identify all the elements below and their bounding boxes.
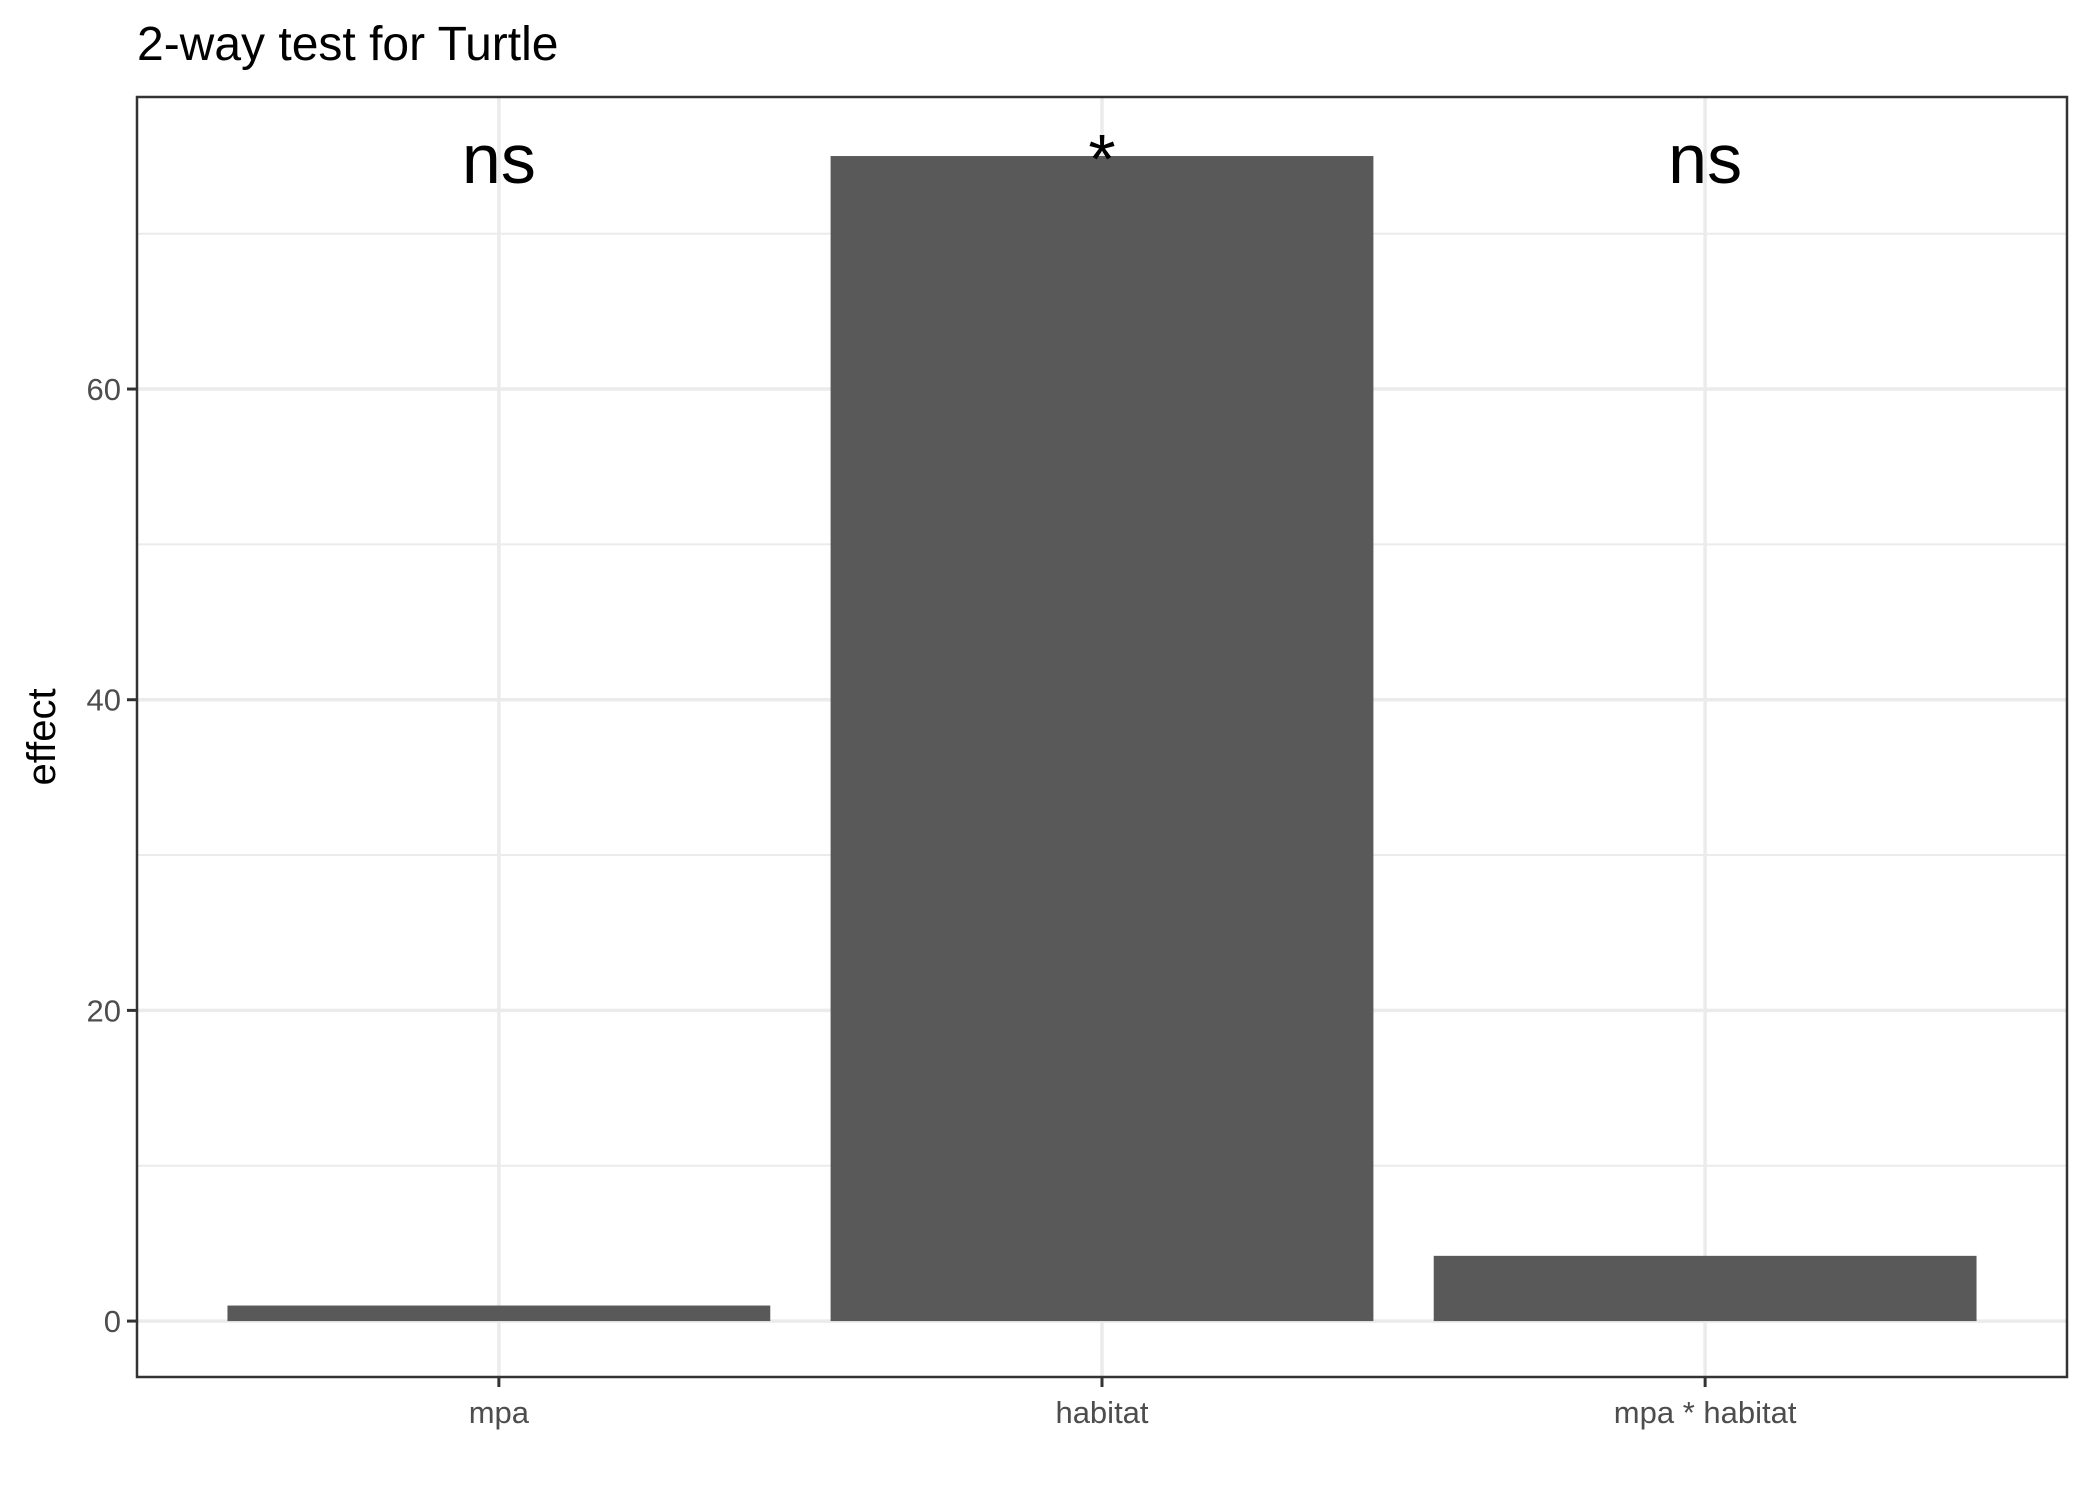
significance-label: ns xyxy=(462,120,536,198)
y-tick-label: 0 xyxy=(104,1304,121,1339)
bars xyxy=(227,156,1977,1322)
x-tick-label: mpa xyxy=(469,1395,530,1430)
axes: 0 20 40 60 mpa habitat mpa * habitat xyxy=(87,372,1797,1430)
significance-label: ns xyxy=(1668,120,1742,198)
y-tick-label: 20 xyxy=(87,993,121,1028)
bar-mpa xyxy=(227,1305,771,1322)
bar-habitat xyxy=(830,156,1374,1322)
x-tick-label: habitat xyxy=(1055,1395,1148,1430)
significance-label: * xyxy=(1088,120,1115,198)
y-tick-label: 40 xyxy=(87,683,121,718)
y-tick-label: 60 xyxy=(87,372,121,407)
chart-title: 2-way test for Turtle xyxy=(137,18,558,71)
y-axis-label: effect xyxy=(20,688,64,785)
bar-mpa-habitat xyxy=(1433,1255,1977,1322)
x-tick-label: mpa * habitat xyxy=(1614,1395,1797,1430)
significance-labels: ns * ns xyxy=(462,120,1742,198)
